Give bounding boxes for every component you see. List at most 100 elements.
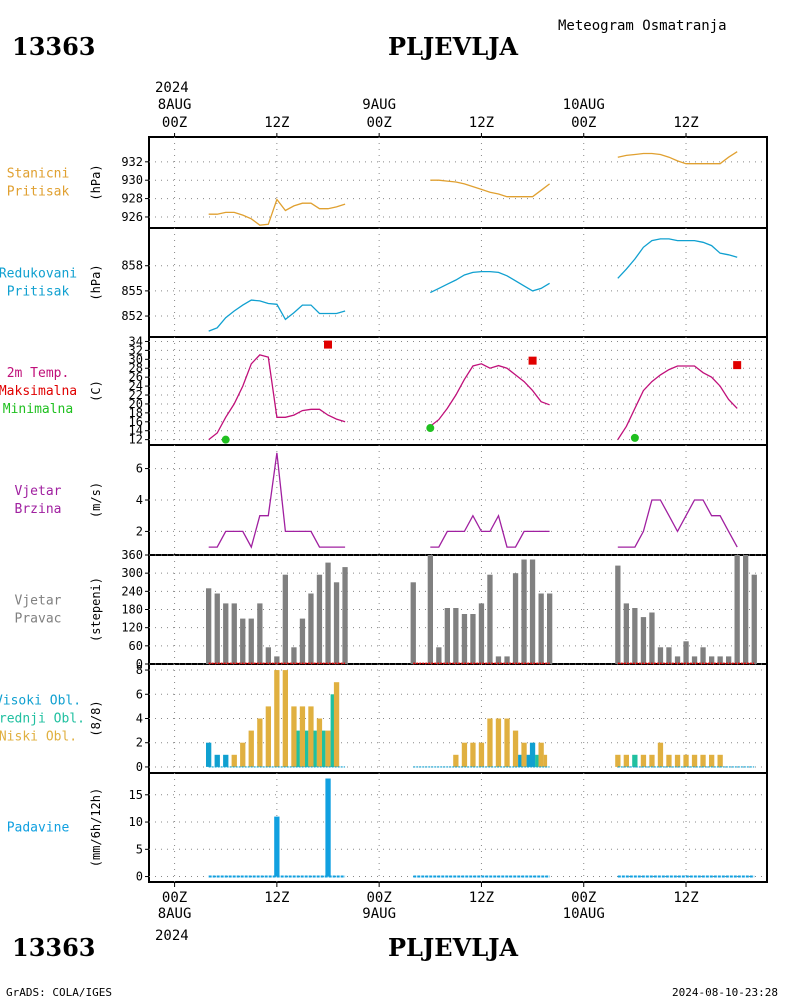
bar (512, 573, 519, 664)
bar (657, 647, 664, 664)
bar (529, 742, 536, 767)
y-tick-label: 14 (129, 424, 143, 438)
panel-name-label: Pritisak (7, 285, 70, 300)
series-line (430, 270, 550, 294)
timestamp: 2024-08-10-23:28 (672, 986, 778, 999)
bar (274, 670, 280, 767)
y-tick-label: 0 (136, 760, 143, 774)
top-hour-label: 00Z (162, 115, 187, 131)
panel-name-label: Minimalna (3, 402, 73, 417)
bar (674, 754, 681, 767)
y-tick-label: 855 (121, 284, 143, 298)
y-tick-label: 20 (129, 397, 143, 411)
bar (214, 754, 220, 767)
bar (308, 593, 314, 664)
panel-name-label: 2m Temp. (7, 366, 70, 381)
bottom-date-label: 8AUG (158, 906, 192, 922)
series-line (208, 354, 346, 441)
bar (543, 754, 548, 767)
y-tick-label: 24 (129, 379, 143, 393)
bottom-hour-label: 00Z (367, 890, 392, 906)
bar (691, 754, 698, 767)
panel-name-label: Padavine (7, 821, 70, 836)
panel-name-label: Stanicni (7, 167, 70, 182)
series-line (430, 179, 550, 198)
y-tick-label: 2 (136, 524, 143, 538)
bar (470, 614, 476, 664)
panel-p4 (208, 452, 738, 549)
bar (461, 742, 468, 767)
bar (248, 618, 254, 664)
unit-label: (hPa) (89, 264, 103, 300)
bar (504, 656, 510, 664)
bar (640, 617, 647, 664)
bar (691, 656, 698, 664)
top-hour-label: 00Z (571, 115, 596, 131)
bottom-hour-label: 12Z (264, 890, 289, 906)
bar (538, 593, 544, 664)
bar (291, 647, 297, 664)
y-tick-label: 8 (136, 663, 143, 677)
panel-name-label: Niski Obl. (0, 730, 77, 745)
bar (231, 754, 237, 767)
y-tick-label: 0 (136, 870, 143, 884)
panel-name-label: Srednji Obl. (0, 712, 85, 727)
bar (478, 603, 485, 664)
max-temp-marker (324, 340, 333, 349)
y-tick-label: 120 (121, 621, 143, 635)
series-line (617, 151, 738, 165)
series-line (617, 238, 738, 279)
unit-label: (m/s) (89, 482, 103, 518)
panel-name-label: Vjetar (15, 484, 62, 499)
bar (512, 730, 519, 767)
chart-layer: 926928930932(hPa)StanicniPritisak8528558… (0, 97, 768, 922)
y-tick-label: 858 (121, 259, 143, 273)
bar (751, 574, 757, 664)
bar (223, 754, 229, 767)
bar (240, 742, 246, 767)
bottom-date-label: 9AUG (362, 906, 396, 922)
bar (623, 603, 629, 664)
bar (615, 565, 621, 664)
panel-p6 (206, 670, 755, 768)
bar (717, 754, 723, 767)
panel-name-label: Visoki Obl. (0, 694, 81, 709)
bar (495, 718, 502, 767)
bar (709, 656, 715, 664)
bar (547, 593, 553, 664)
panel-name-label: Redukovani (0, 267, 77, 282)
top-date-label: 10AUG (563, 97, 605, 113)
bar (649, 612, 655, 664)
bottom-date-label: 10AUG (563, 906, 605, 922)
y-tick-label: 28 (129, 361, 143, 375)
top-date-label: 8AUG (158, 97, 192, 113)
y-tick-label: 30 (129, 352, 143, 366)
y-tick-label: 360 (121, 548, 143, 562)
y-tick-label: 18 (129, 406, 143, 420)
y-tick-label: 932 (121, 155, 143, 169)
bar (410, 582, 416, 665)
bar (734, 555, 740, 664)
unit-label: (mm/6h/12h) (89, 788, 103, 867)
series-line (208, 452, 346, 549)
bar (521, 559, 527, 664)
unit-label: (stepeni) (89, 577, 103, 642)
bar (313, 730, 317, 767)
bar (214, 593, 220, 664)
y-tick-label: 6 (136, 462, 143, 476)
bar (316, 574, 323, 664)
y-tick-label: 300 (121, 566, 143, 580)
bar (206, 742, 212, 767)
bar (657, 742, 664, 767)
bar (316, 718, 323, 767)
bar (305, 730, 309, 767)
y-tick-label: 0 (136, 657, 143, 671)
bottom-hour-label: 12Z (673, 890, 698, 906)
bar (427, 555, 433, 664)
y-tick-label: 852 (121, 309, 143, 323)
bar (342, 567, 348, 664)
y-tick-label: 6 (136, 687, 143, 701)
bottom-hour-label: 00Z (162, 890, 187, 906)
panel-p7 (208, 778, 755, 878)
